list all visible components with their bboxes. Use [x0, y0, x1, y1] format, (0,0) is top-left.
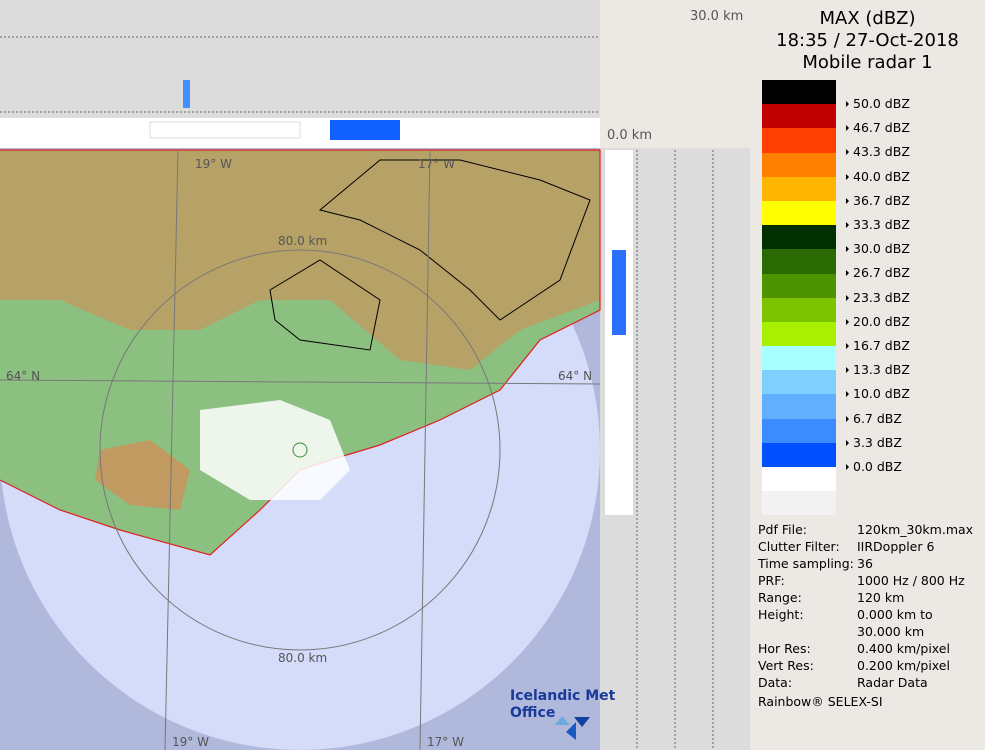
- radar-map[interactable]: 19° W 17° W 19° W 17° W 64° N 64° N 80.0…: [0, 0, 750, 750]
- lat-label-right: 64° N: [558, 369, 592, 383]
- info-value: 1000 Hz / 800 Hz: [857, 573, 965, 588]
- product-info: Pdf File: 120km_30km.max Clutter Filter: II…: [758, 521, 973, 710]
- info-key: Height:: [758, 607, 804, 622]
- scale-label: 0.0 dBZ: [846, 459, 902, 474]
- scale-label: 6.7 dBZ: [846, 411, 902, 426]
- color-cell: [762, 104, 836, 129]
- imo-logo: Icelandic Met Office: [510, 688, 616, 740]
- color-cell: [762, 418, 836, 443]
- info-row: Range: 120 km: [758, 589, 973, 606]
- info-key: Vert Res:: [758, 658, 814, 673]
- info-key: PRF:: [758, 573, 785, 588]
- height-top-label: 30.0 km: [690, 9, 743, 24]
- scale-label: 33.3 dBZ: [846, 217, 910, 232]
- lon-label-17w: 17° W: [427, 735, 464, 749]
- info-key: Range:: [758, 590, 802, 605]
- info-key: Clutter Filter:: [758, 539, 840, 554]
- lon-label-17w-top: 17° W: [418, 157, 455, 171]
- info-key: Hor Res:: [758, 641, 811, 656]
- color-scale: 50.0 dBZ 46.7 dBZ 43.3 dBZ 40.0 dBZ 36.7 dBZ…: [762, 80, 910, 516]
- info-row: Hor Res: 0.400 km/pixel: [758, 640, 973, 657]
- radar-name: Mobile radar 1: [802, 52, 933, 73]
- scale-label: 13.3 dBZ: [846, 362, 910, 377]
- credit: Rainbow® SELEX-SI: [758, 694, 883, 709]
- info-row: PRF: 1000 Hz / 800 Hz: [758, 572, 973, 589]
- product-datetime: 18:35 / 27-Oct-2018: [776, 30, 959, 51]
- info-row: Pdf File: 120km_30km.max: [758, 521, 973, 538]
- svg-text:Icelandic Met: Icelandic Met: [510, 688, 616, 704]
- scale-label: 10.0 dBZ: [846, 386, 910, 401]
- color-cell: [762, 321, 836, 347]
- north-cross-section: [0, 0, 600, 118]
- info-row: Clutter Filter: IIRDoppler 6: [758, 538, 973, 555]
- scale-label: 3.3 dBZ: [846, 435, 902, 450]
- info-value: 120km_30km.max: [857, 522, 974, 537]
- scale-label: 26.7 dBZ: [846, 265, 910, 280]
- scale-label: 36.7 dBZ: [846, 193, 910, 208]
- lon-label-19w-top: 19° W: [195, 157, 232, 171]
- lon-label-19w: 19° W: [172, 735, 209, 749]
- legend-panel: MAX (dBZ) 18:35 / 27-Oct-2018 Mobile rad…: [750, 0, 985, 750]
- scale-label: 23.3 dBZ: [846, 290, 910, 305]
- ring-label-top: 80.0 km: [278, 234, 327, 248]
- ring-label-bottom: 80.0 km: [278, 651, 327, 665]
- scale-label: 43.3 dBZ: [846, 144, 910, 159]
- lat-label-left: 64° N: [6, 369, 40, 383]
- color-cell: [762, 467, 836, 492]
- info-value: 0.000 km to: [857, 607, 933, 622]
- color-cell: [762, 442, 836, 467]
- scale-label: 40.0 dBZ: [846, 169, 910, 184]
- color-cell: [762, 176, 836, 201]
- color-cell: [762, 152, 836, 177]
- info-key: Time sampling:: [758, 556, 854, 571]
- scale-label: 16.7 dBZ: [846, 338, 910, 353]
- scale-label: 20.0 dBZ: [846, 314, 910, 329]
- svg-text:Office: Office: [510, 705, 555, 721]
- color-cell: [762, 491, 836, 516]
- color-cell: [762, 128, 836, 153]
- info-row: Time sampling: 36: [758, 555, 973, 572]
- scale-label: 46.7 dBZ: [846, 120, 910, 135]
- color-cell: [762, 200, 836, 226]
- color-cell: [762, 346, 836, 371]
- color-cell: [762, 80, 836, 105]
- product-title: MAX (dBZ): [819, 8, 916, 29]
- info-value: IIRDoppler 6: [857, 539, 935, 554]
- info-key: Data:: [758, 675, 793, 690]
- info-value: 120 km: [857, 590, 905, 605]
- info-row: Vert Res: 0.200 km/pixel: [758, 657, 973, 674]
- info-value: 30.000 km: [857, 624, 925, 639]
- info-key: Pdf File:: [758, 522, 807, 537]
- color-cell: [762, 225, 836, 250]
- info-row: Height: 0.000 km to: [758, 606, 973, 623]
- info-value: 0.200 km/pixel: [857, 658, 950, 673]
- height-zero-label: 0.0 km: [607, 128, 652, 143]
- info-value: 36: [857, 556, 873, 571]
- color-cell: [762, 273, 836, 298]
- info-row: Data: Radar Data: [758, 674, 973, 691]
- info-row: 30.000 km: [758, 623, 973, 640]
- color-cell: [762, 249, 836, 274]
- scale-label: 50.0 dBZ: [846, 96, 910, 111]
- color-cell: [762, 370, 836, 395]
- info-value: Radar Data: [857, 675, 928, 690]
- scale-label: 30.0 dBZ: [846, 241, 910, 256]
- info-key: [758, 623, 857, 640]
- color-cell: [762, 394, 836, 419]
- color-cell: [762, 297, 836, 322]
- info-value: 0.400 km/pixel: [857, 641, 950, 656]
